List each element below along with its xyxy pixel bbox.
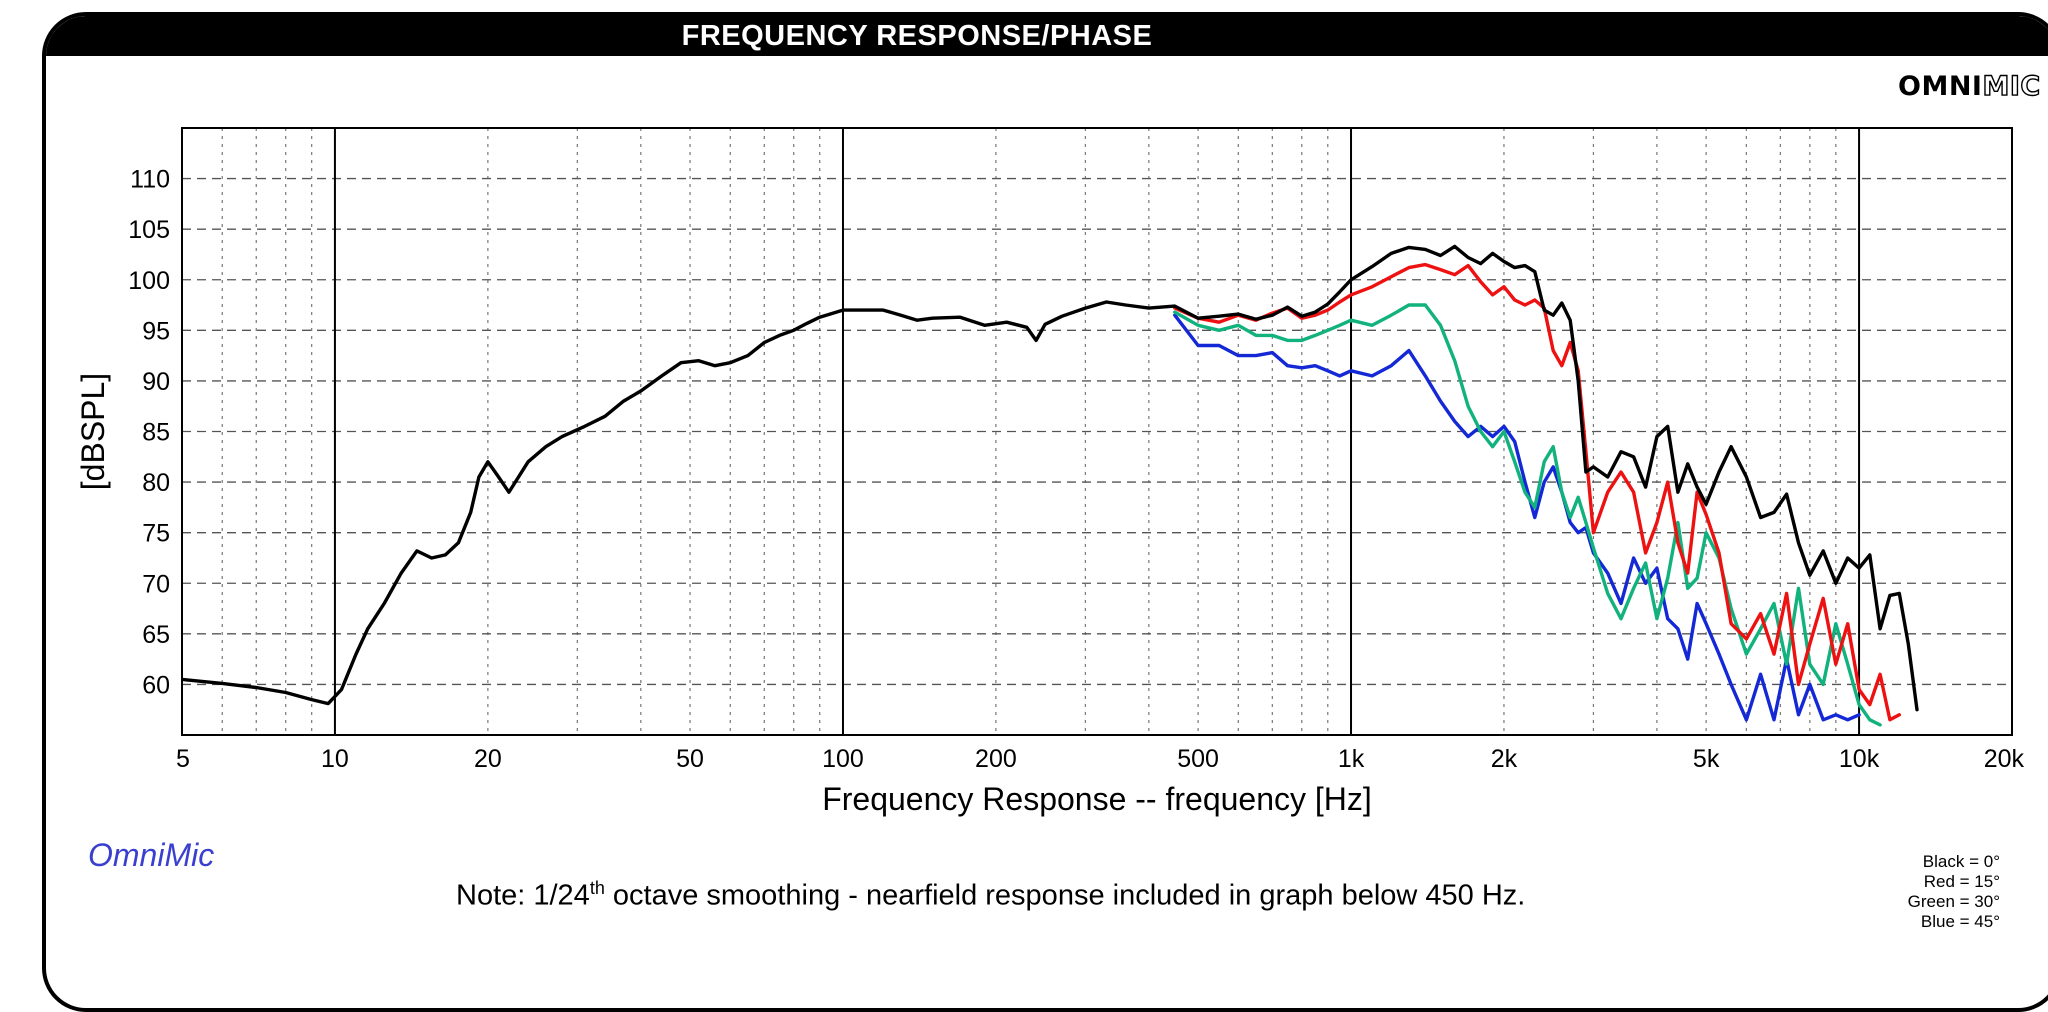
x-tick-label: 50: [676, 745, 704, 773]
x-tick-label: 1k: [1338, 745, 1365, 773]
y-tick-label: 60: [142, 671, 170, 699]
legend-entry-red: Red = 15°: [1923, 872, 2000, 891]
y-tick-label: 105: [128, 216, 170, 244]
x-tick-label: 20k: [1984, 745, 2025, 773]
plot-border: [181, 127, 2013, 736]
series-line-blue: [1173, 313, 1861, 722]
y-tick-label: 80: [142, 469, 170, 497]
y-tick-label: 95: [142, 317, 170, 345]
x-tick-label: 200: [975, 745, 1017, 773]
x-tick-label: 5: [176, 745, 190, 773]
y-tick-label: 100: [128, 267, 170, 295]
series-line-black: [182, 244, 1919, 712]
y-tick-label: 75: [142, 520, 170, 548]
x-tick-label: 100: [822, 745, 864, 773]
legend-entry-blue: Blue = 45°: [1920, 912, 2000, 931]
x-tick-label: 10k: [1839, 745, 1880, 773]
y-tick-label: 85: [142, 419, 170, 447]
y-tick-label: 65: [142, 621, 170, 649]
y-tick-labels: 60 65 70 75 80 85 90 95 100 105 110: [128, 166, 170, 700]
y-axis-title: [dBSPL]: [75, 373, 111, 490]
major-grid: [333, 128, 1861, 735]
omnimic-logo-text: OmniMic: [88, 837, 215, 873]
x-axis-title: Frequency Response -- frequency [Hz]: [822, 781, 1372, 817]
x-tick-label: 2k: [1491, 745, 1518, 773]
legend-entry-green: Green = 30°: [1907, 892, 2000, 911]
y-tick-label: 110: [130, 166, 170, 194]
series-line-green: [1173, 303, 1882, 727]
omnimic-brand-logo: OMNIMIC: [1898, 70, 2041, 102]
x-tick-labels: 5 10 20 50 100 200 500 1k 2k 5k 10k 20k: [176, 745, 2024, 773]
x-tick-label: 10: [321, 745, 349, 773]
series-layer: [182, 244, 1919, 727]
angle-legend: Black = 0° Red = 15° Green = 30° Blue = …: [1860, 852, 2000, 932]
x-tick-label: 5k: [1693, 745, 1720, 773]
legend-entry-black: Black = 0°: [1922, 852, 2000, 871]
x-tick-label: 500: [1177, 745, 1219, 773]
x-tick-label: 20: [474, 745, 502, 773]
y-tick-label: 70: [142, 570, 170, 598]
chart-title: FREQUENCY RESPONSE/PHASE: [46, 16, 2048, 56]
horizontal-grid: [182, 177, 2012, 686]
y-tick-label: 90: [142, 368, 170, 396]
smoothing-note: Note: 1/24th octave smoothing - nearfiel…: [456, 878, 1526, 912]
